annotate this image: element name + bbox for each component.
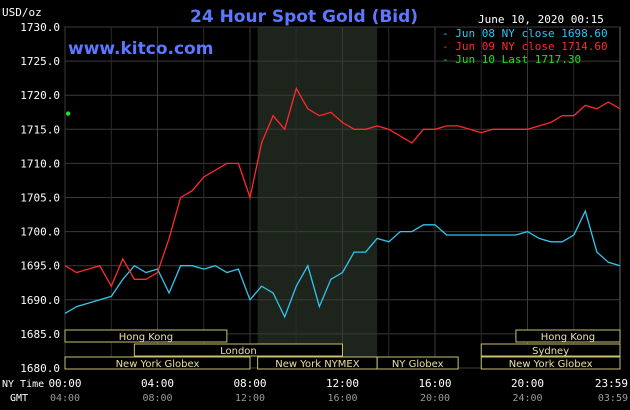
session-bar: [515, 329, 621, 343]
y-tick-label: 1695.0: [20, 260, 60, 273]
series-line-1: [64, 86, 621, 288]
y-tick-label: 1705.0: [20, 192, 60, 205]
last-point-marker: [65, 111, 71, 116]
y-tick-label: 1720.0: [20, 89, 60, 102]
session-bar: [133, 343, 343, 357]
series-layer: [64, 86, 621, 319]
session-label: NY Globex: [392, 359, 444, 370]
x-tick-label-gmt: 12:00: [235, 393, 265, 404]
x-tick-label-ny: 20:00: [511, 377, 544, 390]
y-tick-label: 1710.0: [20, 157, 60, 170]
x-tick-label-gmt: 20:00: [420, 393, 450, 404]
legend: - Jun 08 NY close 1698.60 - Jun 09 NY cl…: [442, 27, 608, 66]
series-line-0: [64, 209, 621, 319]
y-tick-label: 1730.0: [20, 21, 60, 34]
legend-item-jun08: - Jun 08 NY close 1698.60: [442, 27, 608, 40]
grid-layer: [64, 26, 621, 369]
session-label: New York Globex: [116, 359, 200, 370]
x-tick-label-gmt: 03:59: [598, 393, 628, 404]
session-label: London: [220, 346, 257, 357]
x-tick-label-ny: 12:00: [326, 377, 359, 390]
x-tick-label-ny: 16:00: [418, 377, 451, 390]
session-bar: [64, 356, 251, 370]
x-tick-label-ny: 00:00: [48, 377, 81, 390]
x-tick-label-ny: 23:59: [595, 377, 628, 390]
x-tick-label-gmt: 16:00: [327, 393, 357, 404]
units-label: USD/oz: [2, 6, 42, 19]
site-watermark: www.kitco.com: [68, 39, 213, 59]
legend-item-jun09: - Jun 09 NY close 1714.60: [442, 40, 608, 53]
session-label: New York Globex: [509, 359, 593, 370]
session-bar: [64, 329, 228, 343]
legend-item-jun10: - Jun 10 Last 1717.30: [442, 53, 581, 66]
session-bar: [480, 343, 621, 357]
session-label: Hong Kong: [541, 332, 595, 343]
x-tick-label-gmt: 04:00: [50, 393, 80, 404]
legend-label-jun09: Jun 09 NY close 1714.60: [455, 40, 607, 53]
x-tick-label-ny: 08:00: [233, 377, 266, 390]
y-tick-label: 1680.0: [20, 362, 60, 375]
sessions-layer: Hong Kong London New York Globex New York N…: [64, 329, 621, 370]
x-tick-label-ny: 04:00: [141, 377, 174, 390]
nytime-label: NY Time: [2, 379, 44, 390]
gmt-label: GMT: [10, 393, 28, 404]
chart-title: 24 Hour Spot Gold (Bid): [190, 7, 418, 27]
session-bar: [376, 356, 459, 370]
y-tick-label: 1725.0: [20, 55, 60, 68]
y-tick-label: 1685.0: [20, 328, 60, 341]
y-tick-label: 1690.0: [20, 294, 60, 307]
session-label: Hong Kong: [119, 332, 173, 343]
session-bar: [480, 356, 621, 370]
session-label: Sydney: [532, 346, 569, 357]
y-tick-label: 1700.0: [20, 226, 60, 239]
axis-layer: 1680.0 1685.0 1690.0 1695.0 1700.0 1705.0 1710…: [20, 21, 628, 404]
legend-label-jun10: Jun 10 Last 1717.30: [455, 53, 581, 66]
session-label: New York NYMEX: [275, 359, 360, 370]
x-tick-label-gmt: 08:00: [142, 393, 172, 404]
legend-label-jun08: Jun 08 NY close 1698.60: [455, 27, 607, 40]
y-tick-label: 1715.0: [20, 123, 60, 136]
timestamp: June 10, 2020 00:15: [478, 13, 604, 26]
x-tick-label-gmt: 24:00: [512, 393, 542, 404]
